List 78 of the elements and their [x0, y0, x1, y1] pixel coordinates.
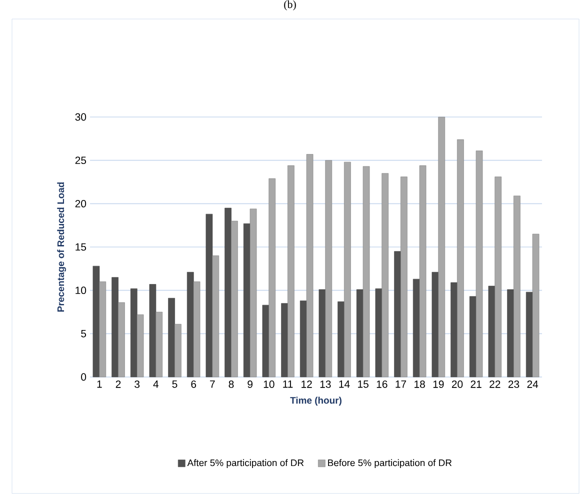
chart-title: (b): [284, 0, 296, 10]
bar: [168, 298, 175, 378]
x-tick-label: 16: [376, 380, 388, 388]
bar: [488, 286, 496, 378]
bar: [419, 165, 426, 378]
y-tick-label: 25: [75, 156, 86, 164]
x-tick-label: 23: [508, 380, 520, 388]
x-tick-label: 7: [210, 380, 215, 388]
bar: [394, 251, 401, 378]
y-axis-title: Precentage of Reduced Load: [57, 182, 66, 312]
bar: [338, 301, 344, 378]
bar: [362, 166, 370, 378]
bar: [450, 282, 458, 378]
x-tick-label: 1: [97, 380, 102, 388]
bar: [136, 314, 144, 378]
bar: [318, 289, 326, 378]
bar: [112, 277, 118, 378]
x-tick-label: 15: [358, 380, 368, 388]
bar: [400, 176, 408, 378]
bar: [250, 208, 257, 378]
y-tick-label: 20: [75, 200, 86, 208]
x-tick-label: 5: [172, 380, 178, 388]
x-tick-label: 13: [320, 380, 331, 388]
bar: [118, 302, 125, 378]
bar: [532, 234, 540, 378]
x-tick-label: 18: [414, 380, 425, 388]
bar: [457, 139, 464, 378]
bar: [149, 284, 156, 378]
bar: [130, 288, 138, 378]
legend-label: After 5% participation of DR: [187, 459, 304, 468]
bar: [325, 160, 332, 378]
bar: [206, 214, 213, 378]
bar: [288, 165, 294, 378]
x-tick-label: 19: [433, 380, 444, 388]
bar: [92, 266, 100, 378]
x-tick-label: 20: [452, 380, 463, 388]
bar: [186, 272, 194, 378]
x-tick-label: 9: [248, 380, 252, 388]
x-tick-label: 8: [228, 380, 234, 388]
bar: [344, 162, 351, 378]
x-tick-label: 14: [339, 380, 350, 388]
x-tick-label: 21: [470, 380, 482, 388]
x-tick-label: 6: [191, 380, 196, 388]
bar: [514, 196, 520, 378]
x-tick-label: 24: [527, 380, 538, 388]
bar: [432, 272, 439, 378]
bar: [156, 312, 163, 378]
bar: [212, 256, 220, 378]
x-tick-label: 17: [396, 380, 406, 388]
x-tick-label: 3: [134, 380, 140, 388]
bar: [174, 324, 182, 378]
y-tick-label: 30: [75, 113, 86, 121]
x-axis-title: Time (hour): [290, 396, 342, 406]
bar: [306, 154, 314, 378]
bar: [507, 289, 514, 378]
x-tick-label: 2: [116, 380, 121, 388]
x-tick-label: 10: [264, 380, 274, 388]
bar: [99, 282, 106, 378]
bar: [382, 173, 389, 378]
bar: [375, 288, 382, 378]
bar: [281, 303, 288, 378]
bar: [268, 178, 276, 378]
bar: [494, 176, 502, 378]
bar: [193, 282, 200, 378]
y-tick-label: 10: [76, 286, 86, 294]
y-tick-label: 5: [81, 330, 86, 338]
bar: [476, 150, 483, 378]
bar: [224, 208, 232, 378]
y-tick-label: 15: [76, 243, 86, 251]
bar: [438, 116, 446, 378]
legend-label: Before 5% participation of DR: [328, 459, 452, 468]
bar: [262, 304, 270, 378]
x-tick-label: 4: [153, 380, 159, 388]
x-tick-label: 11: [283, 380, 293, 388]
y-tick-label: 0: [81, 373, 86, 381]
x-tick-label: 22: [490, 380, 500, 388]
bar: [231, 220, 238, 378]
x-tick-label: 12: [302, 380, 312, 388]
